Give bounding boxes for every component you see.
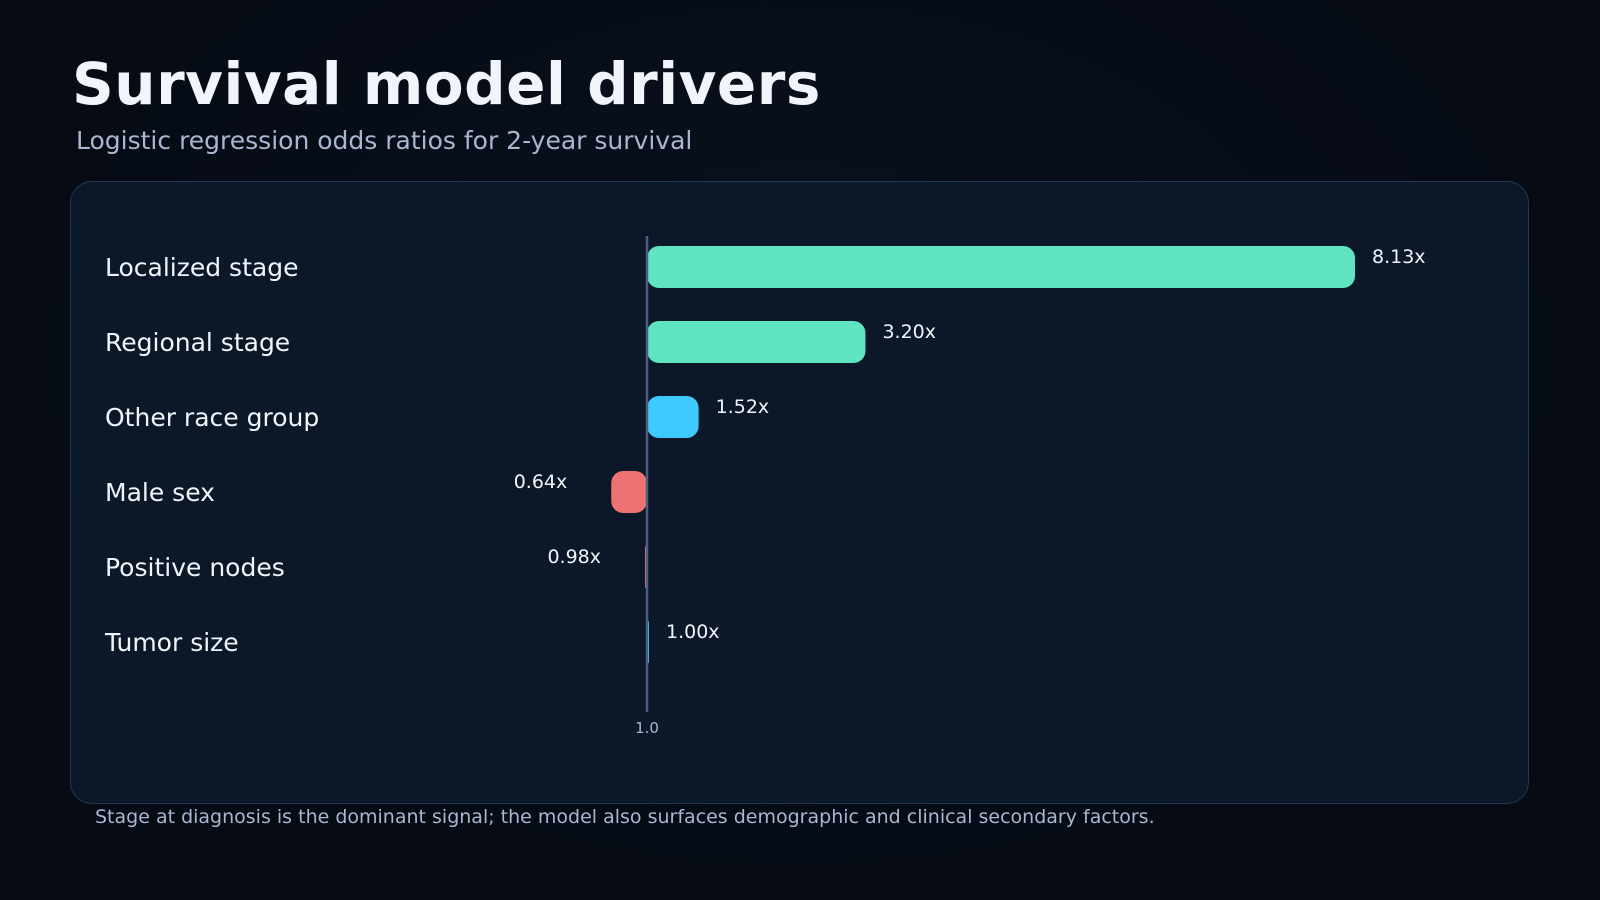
value-label: 1.52x <box>716 396 770 418</box>
value-label: 3.20x <box>882 321 936 343</box>
bar <box>647 246 1356 288</box>
category-label: Localized stage <box>105 253 298 282</box>
category-label: Other race group <box>105 403 319 432</box>
value-label: 0.98x <box>547 546 601 568</box>
category-label: Tumor size <box>104 628 239 657</box>
bar <box>611 471 647 513</box>
chart-panel: Localized stage Regional stage Other race … <box>70 181 1529 804</box>
category-label: Regional stage <box>105 328 290 357</box>
value-label: 8.13x <box>1372 246 1426 268</box>
bar <box>647 396 699 438</box>
page-subtitle: Logistic regression odds ratios for 2-ye… <box>76 126 693 155</box>
page-title: Survival model drivers <box>72 50 821 118</box>
baseline-tick-label: 1.0 <box>635 719 659 737</box>
category-label: Male sex <box>105 478 215 507</box>
footnote: Stage at diagnosis is the dominant signa… <box>95 806 1155 828</box>
bars <box>611 246 1356 663</box>
category-label: Positive nodes <box>105 553 285 582</box>
value-labels: 8.13x 3.20x 1.52x 0.64x 0.98x 1.00x <box>514 246 1426 643</box>
bar <box>647 321 866 363</box>
category-labels: Localized stage Regional stage Other race … <box>104 253 319 657</box>
value-label: 0.64x <box>514 471 568 493</box>
value-label: 1.00x <box>666 621 720 643</box>
odds-ratio-bar-chart: Localized stage Regional stage Other race … <box>104 236 1426 737</box>
